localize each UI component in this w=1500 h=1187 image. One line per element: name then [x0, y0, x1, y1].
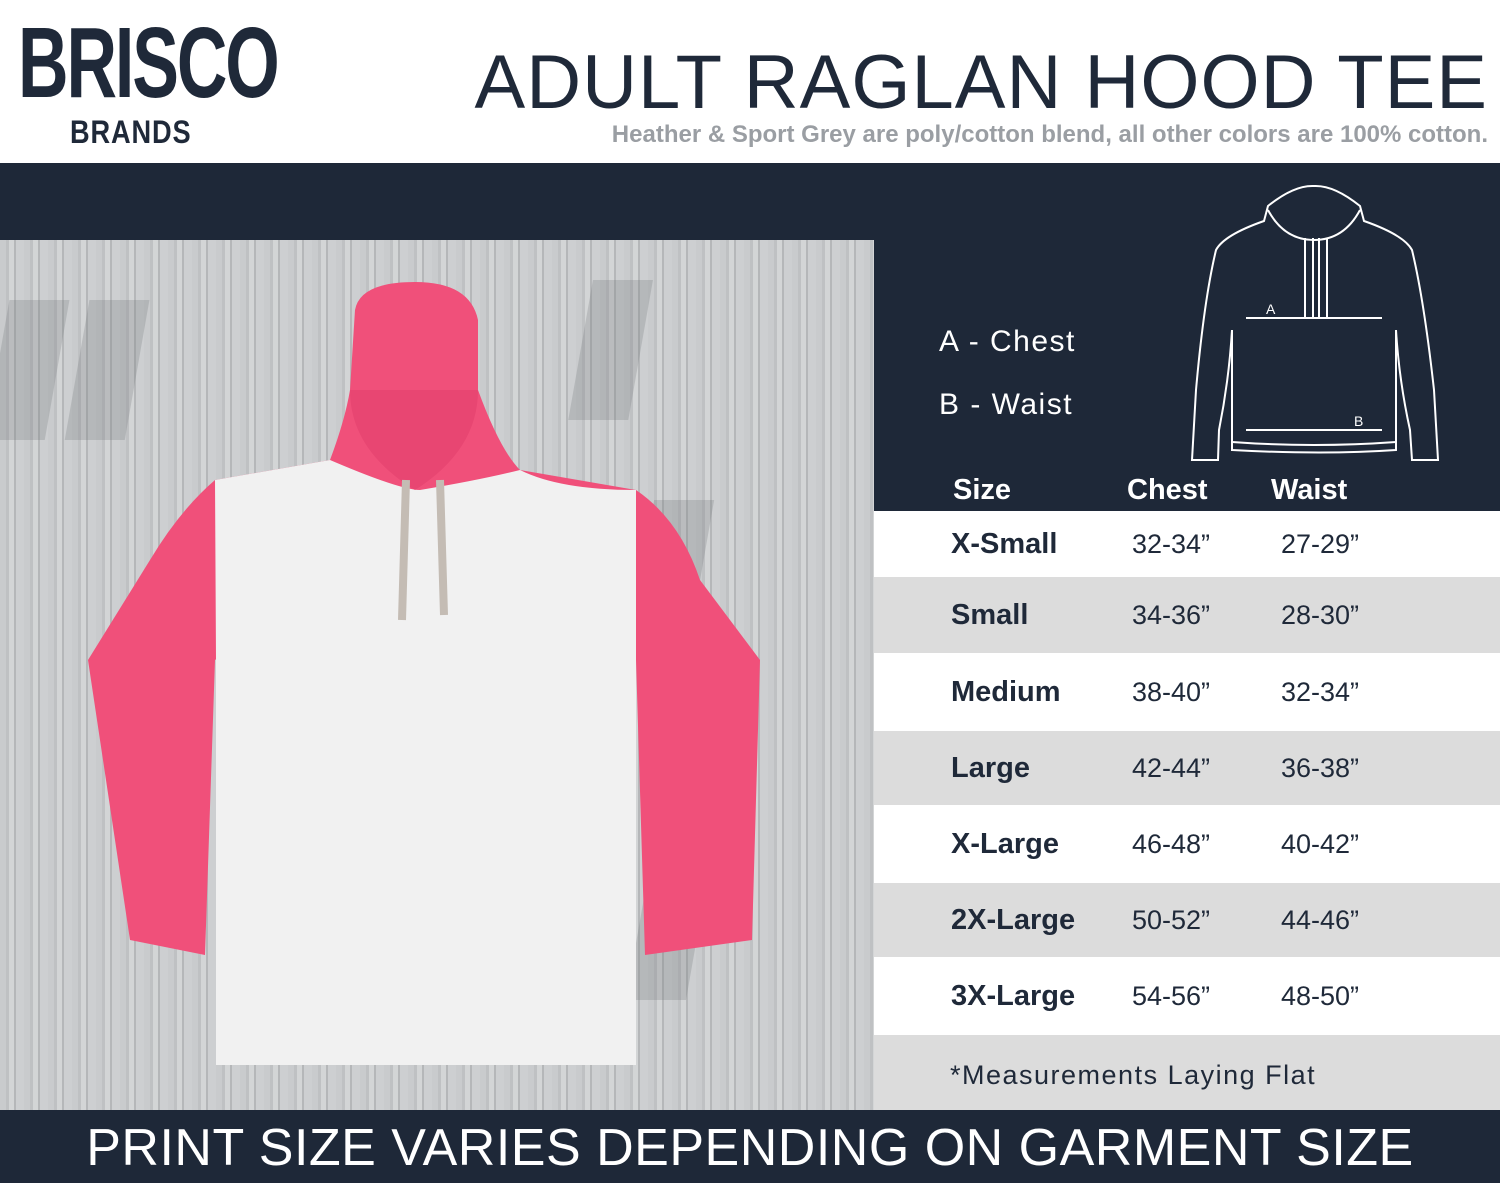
- chest-cell: 32-34”: [1132, 529, 1211, 559]
- size-cell: 2X-Large: [951, 904, 1076, 936]
- waist-cell: 48-50”: [1281, 981, 1360, 1011]
- diagram-label-b: B: [1354, 413, 1363, 429]
- chest-cell: 38-40”: [1132, 677, 1211, 707]
- waist-cell: 44-46”: [1281, 905, 1360, 935]
- header-waist: Waist: [1271, 474, 1348, 506]
- table-row: X-Small 32-34” 27-29”: [874, 511, 1500, 577]
- logo-text-top: BRISCO: [18, 7, 280, 119]
- table-row: 2X-Large 50-52” 44-46”: [874, 883, 1500, 957]
- size-cell: Medium: [951, 676, 1061, 708]
- legend-waist: B - Waist: [939, 388, 1074, 421]
- product-photo: [0, 240, 874, 1110]
- raglan-hood-tee-image: [0, 280, 760, 1065]
- chest-cell: 50-52”: [1132, 905, 1211, 935]
- waist-cell: 32-34”: [1281, 677, 1360, 707]
- table-row: Small 34-36” 28-30”: [874, 577, 1500, 653]
- logo-text-bottom: BRANDS: [70, 114, 192, 150]
- fabric-note: Heather & Sport Grey are poly/cotton ble…: [611, 121, 1488, 148]
- legend-chest: A - Chest: [939, 325, 1076, 358]
- chest-cell: 54-56”: [1132, 981, 1211, 1011]
- waist-cell: 36-38”: [1281, 753, 1360, 783]
- table-row: Large 42-44” 36-38”: [874, 731, 1500, 805]
- header-size: Size: [953, 474, 1012, 506]
- table-row: 3X-Large 54-56” 48-50”: [874, 957, 1500, 1035]
- size-cell: Small: [951, 599, 1029, 631]
- waist-cell: 28-30”: [1281, 600, 1360, 630]
- measurement-note-text: *Measurements Laying Flat: [950, 1060, 1317, 1090]
- hoodie-diagram-icon: A B: [1190, 184, 1440, 461]
- brisco-brands-logo: BRISCO BRANDS: [18, 7, 280, 153]
- waist-cell: 40-42”: [1281, 829, 1360, 859]
- measurement-note: *Measurements Laying Flat: [874, 1035, 1500, 1110]
- chest-cell: 42-44”: [1132, 753, 1211, 783]
- diagram-label-a: A: [1266, 301, 1276, 317]
- waist-cell: 27-29”: [1281, 529, 1360, 559]
- chest-cell: 34-36”: [1132, 600, 1211, 630]
- size-cell: X-Small: [951, 528, 1058, 560]
- chest-cell: 46-48”: [1132, 829, 1211, 859]
- header-chest: Chest: [1127, 474, 1208, 506]
- size-cell: X-Large: [951, 828, 1059, 860]
- size-cell: Large: [951, 752, 1030, 784]
- header: BRISCO BRANDS ADULT RAGLAN HOOD TEE Heat…: [0, 0, 1500, 163]
- size-cell: 3X-Large: [951, 980, 1076, 1012]
- footer-banner: PRINT SIZE VARIES DEPENDING ON GARMENT S…: [0, 1110, 1500, 1183]
- page-title: ADULT RAGLAN HOOD TEE: [474, 40, 1488, 125]
- table-row: X-Large 46-48” 40-42”: [874, 805, 1500, 883]
- table-row: Medium 38-40” 32-34”: [874, 653, 1500, 731]
- measurement-legend-panel: A - Chest B - Waist A B Size Chest Waist: [874, 184, 1500, 511]
